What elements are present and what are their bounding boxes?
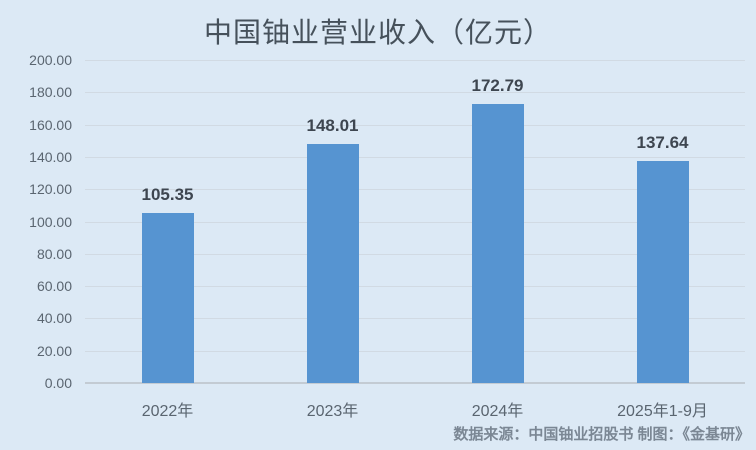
y-tick-label: 60.00: [36, 278, 72, 295]
gridline: [85, 318, 745, 320]
data-label: 172.79: [471, 75, 524, 95]
data-label: 148.01: [306, 115, 359, 135]
bar-slot: 105.35: [85, 60, 250, 383]
y-tick-label: 80.00: [36, 245, 72, 262]
gridline: [85, 253, 745, 255]
bar-2023年: [306, 143, 359, 383]
y-tick-label: 180.00: [29, 84, 72, 101]
gridline: [85, 189, 745, 191]
bar-2025年1-9月: [636, 160, 689, 383]
gridline: [85, 92, 745, 94]
gridline: [85, 286, 745, 288]
plot-area: 105.35 148.01 172.79 137.64: [85, 60, 745, 384]
x-tick-label: 2025年1-9月: [617, 403, 708, 420]
x-axis-line: [85, 382, 745, 384]
gridline: [85, 60, 745, 61]
y-tick-label: 160.00: [29, 116, 72, 133]
x-tick-label: 2023年: [306, 403, 359, 420]
gridline: [85, 156, 745, 158]
y-tick-label: 120.00: [29, 181, 72, 198]
data-label: 137.64: [636, 132, 689, 152]
bar-2022年: [141, 212, 194, 383]
x-tick-label: 2022年: [141, 403, 194, 420]
bar-slot: 148.01: [250, 60, 415, 383]
y-tick-label: 140.00: [29, 148, 72, 165]
bar-slot: 172.79: [415, 60, 580, 383]
y-tick-label: 200.00: [29, 52, 72, 68]
bar-2024年: [471, 103, 524, 383]
gridline: [85, 124, 745, 126]
gridline: [85, 350, 745, 352]
gridline: [85, 221, 745, 223]
bar-slot: 137.64: [580, 60, 745, 383]
y-tick-label: 40.00: [36, 310, 72, 327]
data-label: 105.35: [141, 184, 194, 204]
x-tick-label: 2024年: [471, 403, 524, 420]
y-tick-label: 20.00: [36, 342, 72, 359]
source-note: 数据来源：中国铀业招股书 制图：《金基研》: [453, 426, 750, 443]
chart-title: 中国铀业营业收入（亿元）: [203, 17, 552, 48]
y-tick-label: 0.00: [44, 375, 72, 391]
y-tick-label: 100.00: [29, 213, 72, 230]
